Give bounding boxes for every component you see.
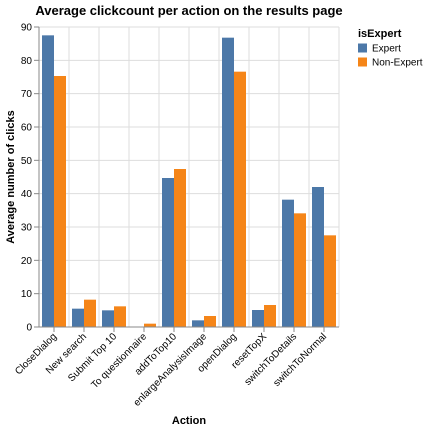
- bar-expert-opendialog: [222, 37, 234, 328]
- y-tick-label: 40: [21, 189, 33, 200]
- bar-expert-resettopx: [252, 310, 264, 327]
- bars: [42, 35, 336, 328]
- bar-expert-submit-top-10: [102, 310, 114, 327]
- bar-non-expert-switchtonormal: [324, 235, 336, 327]
- y-axis-title: Average number of clicks: [5, 110, 17, 243]
- x-tick-label: switchToDetails: [243, 331, 300, 388]
- bar-non-expert-addtotop10: [174, 169, 186, 327]
- legend-title: isExpert: [358, 28, 402, 40]
- x-axis-title: Action: [172, 415, 207, 427]
- bar-expert-new-search: [72, 308, 84, 327]
- y-tick-label: 0: [26, 323, 32, 334]
- bar-expert-switchtodetails: [282, 199, 294, 327]
- y-tick-label: 60: [21, 123, 33, 134]
- bar-non-expert-switchtodetails: [294, 213, 306, 327]
- bar-non-expert-resettopx: [264, 305, 276, 327]
- legend-label: Non-Expert: [372, 58, 423, 69]
- y-tick-label: 30: [21, 223, 33, 234]
- x-tick-label: switchToNormal: [271, 331, 329, 389]
- bar-expert-switchtonormal: [312, 187, 324, 327]
- chart-title: Average clickcount per action on the res…: [35, 3, 342, 18]
- legend-swatch: [358, 57, 367, 67]
- y-tick-label: 80: [21, 56, 33, 67]
- y-tick-label: 10: [21, 289, 33, 300]
- bar-non-expert-closedialog: [54, 76, 66, 327]
- y-tick-label: 90: [21, 23, 33, 34]
- bar-non-expert-enlargeanalysisimage: [204, 316, 216, 327]
- y-tick-label: 20: [21, 256, 33, 267]
- bar-expert-closedialog: [42, 35, 54, 327]
- bar-non-expert-submit-top-10: [114, 306, 126, 327]
- bar-non-expert-opendialog: [234, 71, 246, 328]
- bar-expert-addtotop10: [162, 178, 174, 327]
- y-tick-label: 70: [21, 89, 33, 100]
- bar-non-expert-new-search: [84, 299, 96, 327]
- y-tick-label: 50: [21, 156, 33, 167]
- legend-label: Expert: [372, 44, 401, 55]
- legend-swatch: [358, 43, 367, 53]
- bar-expert-enlargeanalysisimage: [192, 320, 204, 327]
- legend: isExpert Expert Non-Expert: [358, 28, 423, 69]
- bar-non-expert-to-questionnaire: [144, 323, 156, 327]
